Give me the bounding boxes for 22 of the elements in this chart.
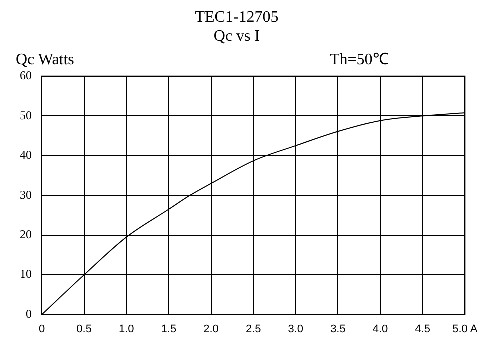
y-tick-label: 20 xyxy=(20,227,32,242)
x-tick-label: 4.0 xyxy=(372,323,388,336)
x-tick-label: 2.0 xyxy=(204,323,219,336)
y-tick-label: 60 xyxy=(20,68,32,83)
y-axis-title: Qc Watts xyxy=(16,52,74,69)
x-tick-label: 3.5 xyxy=(330,323,346,336)
chart-title: TEC1-12705 xyxy=(195,8,279,26)
y-tick-label: 30 xyxy=(20,188,32,202)
x-tick-label: 2.5 xyxy=(246,323,262,336)
x-tick-label: 0 xyxy=(38,323,46,336)
x-tick-label: 1.0 xyxy=(118,323,134,336)
text: Th=50℃ xyxy=(330,52,389,69)
x-tick-label: 5.0 A xyxy=(452,323,478,336)
y-tick-label: 40 xyxy=(20,148,32,162)
x-tick-label: 3.0 xyxy=(288,323,304,336)
x-tick-label: 4.5 xyxy=(415,323,430,336)
x-tick-label: 1.5 xyxy=(161,323,177,336)
y-tick-label: 0 xyxy=(26,306,32,321)
chart-subtitle: Qc vs I xyxy=(214,28,260,46)
y-tick-label: 10 xyxy=(20,267,32,282)
x-tick-label: 0.5 xyxy=(76,323,92,336)
y-tick-label: 50 xyxy=(20,108,32,122)
